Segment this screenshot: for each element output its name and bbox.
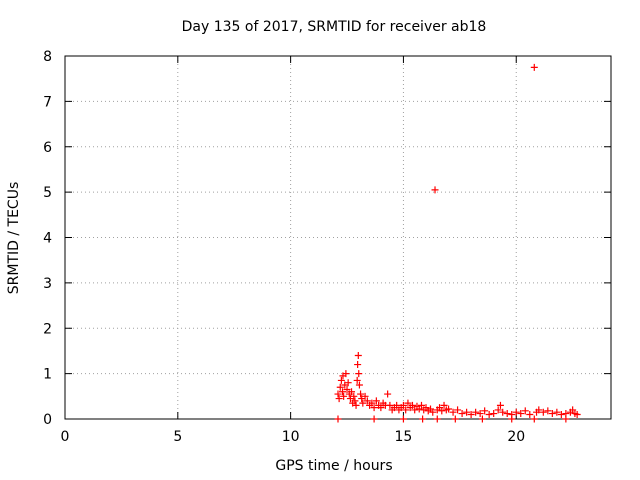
y-tick-label: 4 [43,231,52,247]
data-point [342,370,350,378]
y-axis-label: SRMTID / TECUs [6,182,22,295]
x-tick-label: 10 [282,429,300,445]
data-point [499,408,507,416]
data-point [352,401,360,409]
data-point [368,399,376,407]
data-point [472,408,480,416]
data-point [415,405,423,413]
data-point [451,415,459,423]
data-point [399,415,407,423]
data-point [478,415,486,423]
data-point [503,410,511,418]
data-point [399,401,407,409]
data-point [449,408,457,416]
data-point [370,415,378,423]
y-tick-label: 1 [43,367,52,383]
y-tick-label: 6 [43,140,52,156]
data-point [402,406,410,414]
data-point [336,383,344,391]
data-point [377,404,385,412]
data-point [343,386,351,394]
data-point [454,406,462,414]
data-point [433,415,441,423]
data-point [334,390,342,398]
y-tick-label: 7 [43,94,52,110]
data-point [476,410,484,418]
data-point [530,415,538,423]
data-point [526,410,534,418]
data-point [359,399,367,407]
data-point [544,407,552,415]
data-point [337,376,345,384]
data-point [363,397,371,405]
data-point [354,351,362,359]
data-point [334,415,342,423]
data-point [408,401,416,409]
data-point [539,408,547,416]
data-point [530,63,538,71]
y-tick-label: 5 [43,185,52,201]
data-point [490,410,498,418]
y-tick-label: 0 [43,412,52,428]
data-point [467,410,475,418]
data-point [508,415,516,423]
grid-lines [65,56,611,419]
data-point [411,406,419,414]
data-point [393,401,401,409]
data-point [355,381,363,389]
data-point [569,406,577,414]
x-tick-label: 0 [61,429,70,445]
data-point [512,408,520,416]
data-point [463,408,471,416]
data-point [419,415,427,423]
data-point [340,392,348,400]
data-point [494,406,502,414]
data-point [553,408,561,416]
y-tick-label: 2 [43,321,52,337]
data-point [458,410,466,418]
tick-labels: 0 5 10 15 20 0 1 2 3 4 5 6 7 8 [43,49,525,445]
y-tick-label: 8 [43,49,52,65]
data-point [417,401,425,409]
data-point [481,407,489,415]
data-point [372,397,380,405]
data-point [431,186,439,194]
data-point [429,408,437,416]
data-point [355,370,363,378]
data-point [354,361,362,369]
data-point [562,415,570,423]
chart-title: Day 135 of 2017, SRMTID for receiver ab1… [182,19,487,35]
data-point [344,379,352,387]
data-point [557,410,565,418]
data-point [335,395,343,403]
data-point [485,410,493,418]
data-point [573,410,581,418]
x-tick-label: 15 [395,429,413,445]
data-point [438,407,446,415]
data-point [357,390,365,398]
data-point [440,401,448,409]
data-point [361,392,369,400]
y-tick-label: 3 [43,276,52,292]
data-point [370,404,378,412]
data-point [404,399,412,407]
data-point [384,390,392,398]
data-point [521,407,529,415]
data-point [496,401,504,409]
data-point [386,401,394,409]
data-point [517,410,525,418]
data-point [445,405,453,413]
data-point [348,388,356,396]
data-points [334,63,581,423]
data-point [339,388,347,396]
x-tick-label: 5 [173,429,182,445]
data-point [353,376,361,384]
data-point [548,410,556,418]
x-tick-label: 20 [507,429,525,445]
x-axis-label: GPS time / hours [275,458,392,474]
data-point [350,392,358,400]
data-point [535,406,543,414]
data-point [351,397,359,405]
